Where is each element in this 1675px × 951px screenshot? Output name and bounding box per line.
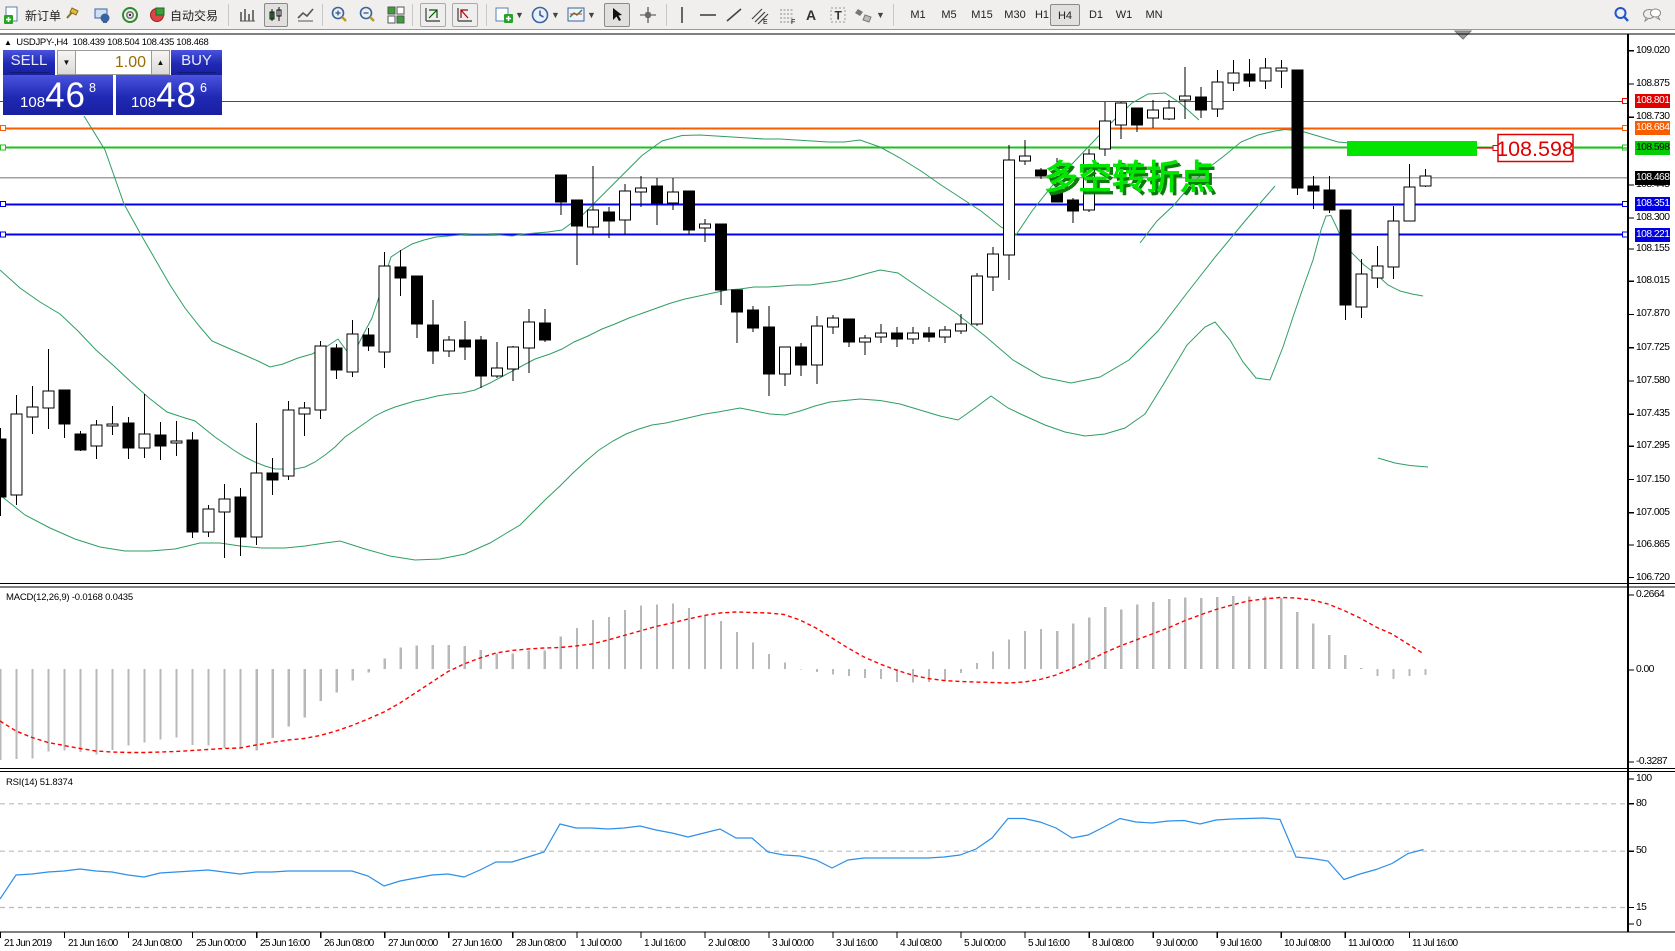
svg-text:E: E	[763, 19, 768, 25]
svg-text:多空转折点: 多空转折点	[1047, 162, 1217, 200]
svg-text:F: F	[791, 19, 795, 25]
svg-text:多空转折点: 多空转折点	[1044, 159, 1214, 197]
svg-text:108.598: 108.598	[1496, 137, 1574, 161]
svg-text:T: T	[835, 9, 843, 23]
